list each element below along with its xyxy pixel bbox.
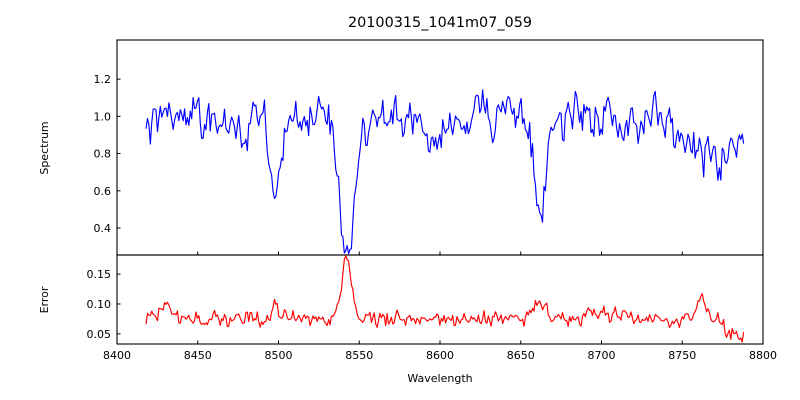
x-tick-label: 8500 <box>265 349 293 362</box>
x-tick-label: 8550 <box>345 349 373 362</box>
y-tick-label: 0.8 <box>94 148 112 161</box>
x-tick-label: 8650 <box>507 349 535 362</box>
spectrum-y-axis-label: Spectrum <box>38 121 51 174</box>
spectrum-data-line <box>145 89 745 255</box>
y-tick-label: 0.6 <box>94 185 112 198</box>
y-tick-label: 0.05 <box>87 328 112 341</box>
x-tick-label: 8450 <box>184 349 212 362</box>
x-tick-label: 8700 <box>588 349 616 362</box>
x-tick-label: 8400 <box>103 349 131 362</box>
error-panel: 8400 8450 8500 8550 8600 8650 8700 8750 8800 0.05… <box>38 254 777 362</box>
x-tick-label: 8800 <box>749 349 777 362</box>
error-data-line <box>145 255 745 343</box>
x-tick-label: 8600 <box>426 349 454 362</box>
y-tick-label: 1.2 <box>94 73 112 86</box>
y-tick-label: 0.4 <box>94 222 112 235</box>
x-axis-label: Wavelength <box>407 372 472 385</box>
error-y-axis-label: Error <box>38 286 51 313</box>
y-tick-label: 1.0 <box>94 110 112 123</box>
x-tick-label: 8750 <box>668 349 696 362</box>
y-tick-label: 0.10 <box>87 298 112 311</box>
figure-title: 20100315_1041m07_059 <box>348 15 532 31</box>
y-tick-label: 0.15 <box>87 268 112 281</box>
